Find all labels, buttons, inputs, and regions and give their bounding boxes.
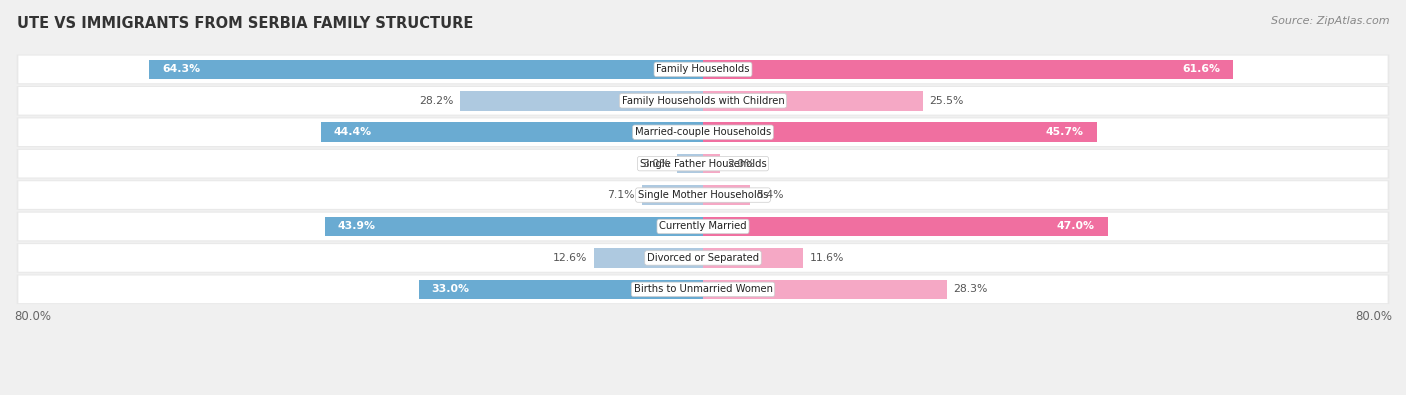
FancyBboxPatch shape <box>18 276 1388 303</box>
Bar <box>149 60 703 79</box>
Text: Single Father Households: Single Father Households <box>640 159 766 169</box>
Bar <box>703 60 1233 79</box>
FancyBboxPatch shape <box>17 180 1389 210</box>
Bar <box>703 91 922 111</box>
FancyBboxPatch shape <box>18 150 1388 177</box>
Text: 7.1%: 7.1% <box>607 190 636 200</box>
Bar <box>678 154 703 173</box>
Text: 47.0%: 47.0% <box>1057 222 1095 231</box>
Bar <box>321 122 703 142</box>
Bar <box>460 91 703 111</box>
FancyBboxPatch shape <box>18 181 1388 209</box>
Text: Family Households with Children: Family Households with Children <box>621 96 785 106</box>
Text: Married-couple Households: Married-couple Households <box>636 127 770 137</box>
Bar <box>325 217 703 236</box>
FancyBboxPatch shape <box>17 212 1389 241</box>
Bar <box>703 122 1097 142</box>
Text: Currently Married: Currently Married <box>659 222 747 231</box>
FancyBboxPatch shape <box>18 56 1388 83</box>
FancyBboxPatch shape <box>18 244 1388 272</box>
Text: 25.5%: 25.5% <box>929 96 965 106</box>
Text: Source: ZipAtlas.com: Source: ZipAtlas.com <box>1271 16 1389 26</box>
FancyBboxPatch shape <box>17 55 1389 84</box>
Text: Family Households: Family Households <box>657 64 749 74</box>
Bar <box>703 154 720 173</box>
Text: 45.7%: 45.7% <box>1046 127 1084 137</box>
Bar <box>419 280 703 299</box>
Text: 3.0%: 3.0% <box>643 159 671 169</box>
Text: 28.2%: 28.2% <box>419 96 453 106</box>
FancyBboxPatch shape <box>17 86 1389 116</box>
Text: 28.3%: 28.3% <box>953 284 988 294</box>
Bar <box>703 280 946 299</box>
Bar <box>643 185 703 205</box>
Bar <box>703 248 803 268</box>
FancyBboxPatch shape <box>18 118 1388 146</box>
Text: Births to Unmarried Women: Births to Unmarried Women <box>634 284 772 294</box>
Text: 80.0%: 80.0% <box>14 310 51 323</box>
Text: 61.6%: 61.6% <box>1182 64 1220 74</box>
Bar <box>703 217 1108 236</box>
Text: Single Mother Households: Single Mother Households <box>638 190 768 200</box>
Text: 2.0%: 2.0% <box>727 159 755 169</box>
FancyBboxPatch shape <box>17 243 1389 273</box>
Text: 33.0%: 33.0% <box>432 284 470 294</box>
Bar <box>595 248 703 268</box>
FancyBboxPatch shape <box>18 213 1388 240</box>
FancyBboxPatch shape <box>17 117 1389 147</box>
FancyBboxPatch shape <box>17 275 1389 304</box>
Text: 43.9%: 43.9% <box>337 222 375 231</box>
Text: 12.6%: 12.6% <box>553 253 588 263</box>
Text: 11.6%: 11.6% <box>810 253 844 263</box>
Text: 44.4%: 44.4% <box>333 127 371 137</box>
Text: 64.3%: 64.3% <box>162 64 200 74</box>
Bar <box>703 185 749 205</box>
FancyBboxPatch shape <box>18 87 1388 115</box>
Text: UTE VS IMMIGRANTS FROM SERBIA FAMILY STRUCTURE: UTE VS IMMIGRANTS FROM SERBIA FAMILY STR… <box>17 16 474 31</box>
Text: 5.4%: 5.4% <box>756 190 785 200</box>
FancyBboxPatch shape <box>17 149 1389 179</box>
Text: Divorced or Separated: Divorced or Separated <box>647 253 759 263</box>
Text: 80.0%: 80.0% <box>1355 310 1392 323</box>
